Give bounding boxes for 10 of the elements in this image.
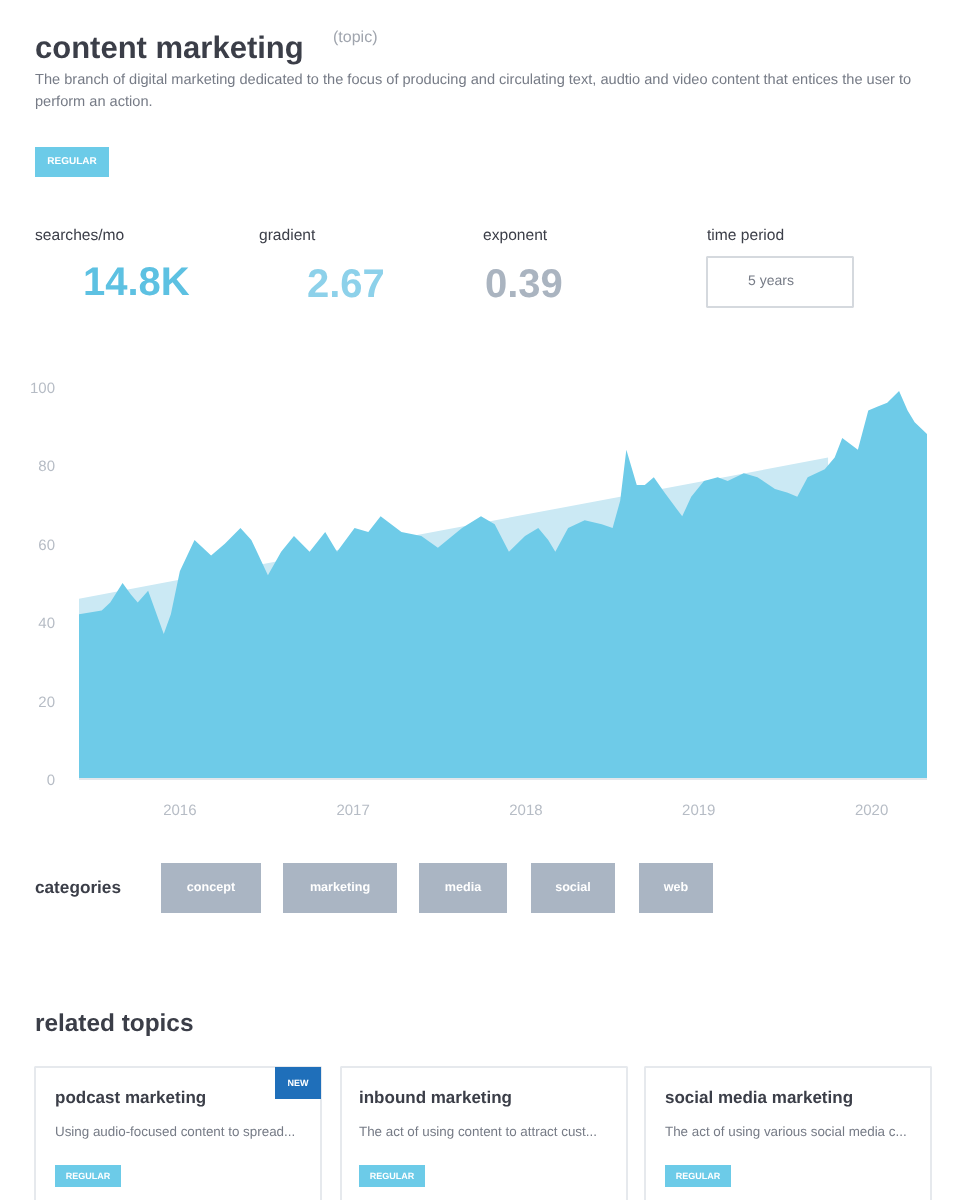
chart-title: content marketing bbox=[35, 32, 304, 66]
text: 14.8K bbox=[83, 261, 191, 305]
text: (topic) bbox=[333, 28, 379, 46]
text: 0.39 bbox=[485, 263, 563, 307]
text: podcast marketing bbox=[55, 1087, 207, 1107]
text: social media marketing bbox=[665, 1087, 854, 1107]
text: related topics bbox=[35, 1009, 194, 1037]
text: inbound marketing bbox=[359, 1087, 512, 1107]
text: 2.67 bbox=[307, 263, 385, 307]
text: categories bbox=[35, 877, 122, 897]
